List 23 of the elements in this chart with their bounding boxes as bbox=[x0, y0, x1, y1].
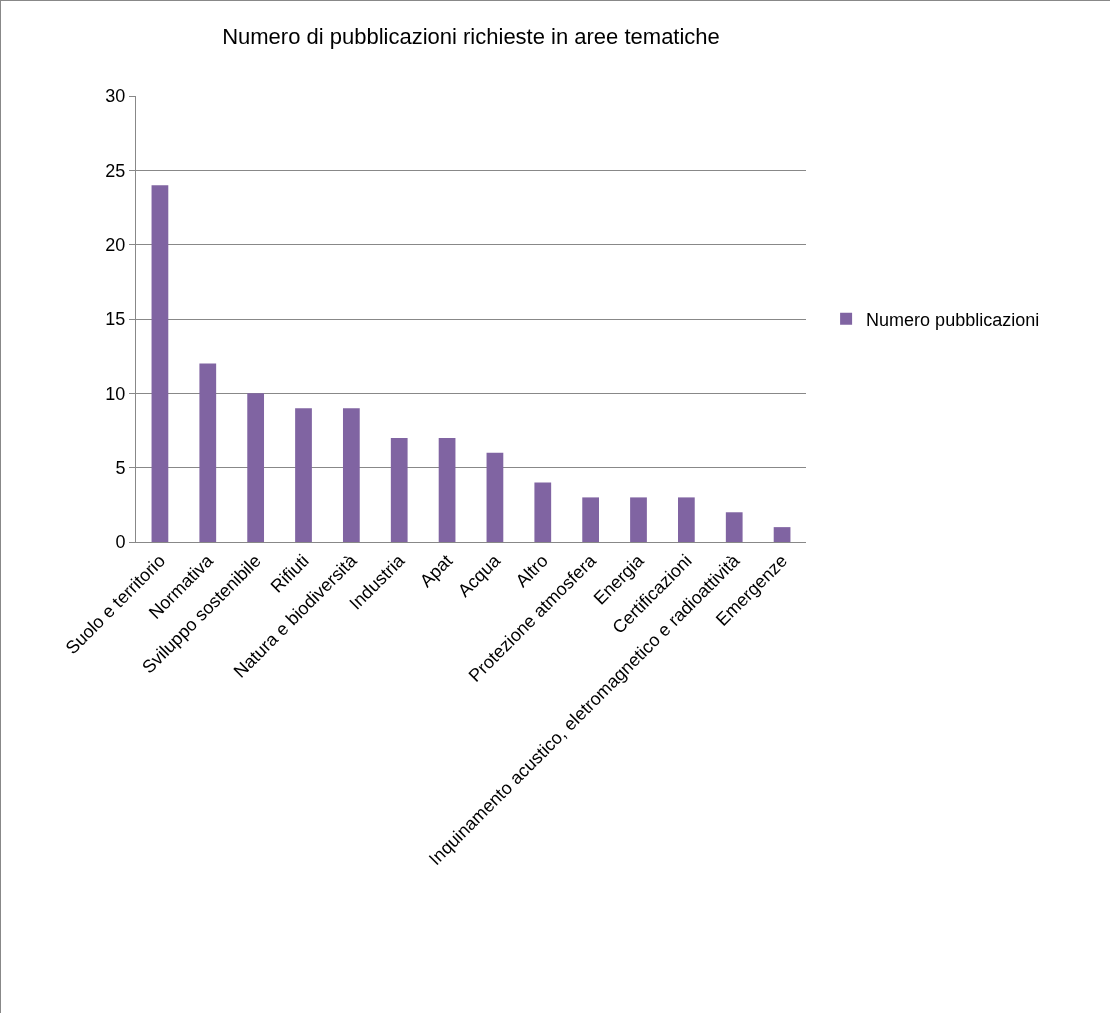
chart-title: Numero di pubblicazioni richieste in aree tematiche bbox=[222, 24, 720, 50]
bar bbox=[630, 497, 647, 542]
y-tick-label: 30 bbox=[105, 86, 126, 107]
bar bbox=[677, 497, 695, 542]
bar bbox=[151, 185, 169, 542]
y-tick-label: 20 bbox=[105, 234, 126, 255]
bar bbox=[725, 512, 743, 542]
bar bbox=[295, 408, 312, 542]
bar bbox=[390, 437, 408, 542]
bar bbox=[534, 482, 552, 542]
bar bbox=[247, 393, 265, 542]
y-tick-label: 15 bbox=[105, 309, 126, 330]
bar bbox=[438, 437, 456, 542]
bar bbox=[486, 452, 504, 542]
legend-label: Numero pubblicazioni bbox=[866, 309, 1040, 330]
y-tick-label: 5 bbox=[115, 457, 126, 478]
y-tick-label: 25 bbox=[105, 160, 126, 181]
y-tick-label: 0 bbox=[115, 532, 126, 553]
y-tick-label: 10 bbox=[105, 383, 126, 404]
bar bbox=[582, 497, 600, 542]
bar bbox=[342, 408, 360, 542]
bar bbox=[773, 527, 791, 542]
bar bbox=[199, 363, 217, 542]
